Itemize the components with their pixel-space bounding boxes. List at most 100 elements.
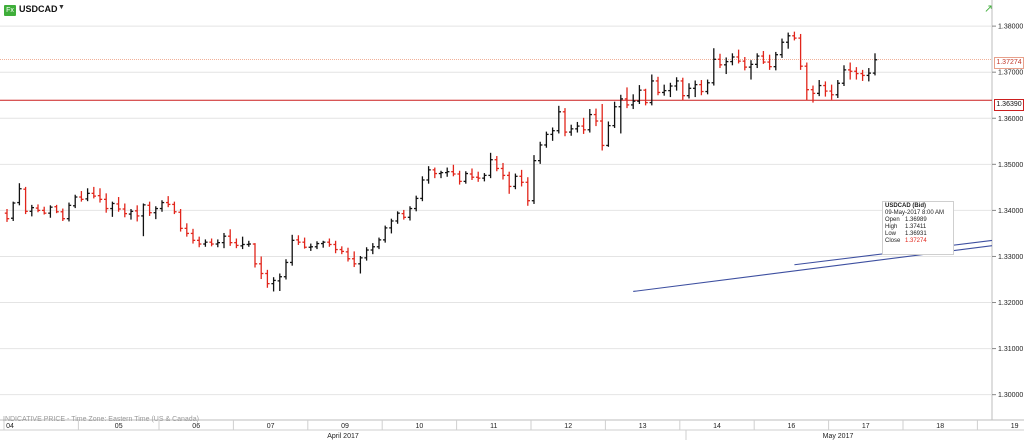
chevron-down-icon[interactable]: ▼ xyxy=(58,4,65,11)
ohlc-bar[interactable] xyxy=(401,209,406,220)
ohlc-bar[interactable] xyxy=(699,80,704,96)
ohlc-bar[interactable] xyxy=(500,162,506,180)
ohlc-bar[interactable] xyxy=(228,229,233,246)
ohlc-bar[interactable] xyxy=(259,256,264,280)
ohlc-bar[interactable] xyxy=(531,155,537,204)
ohlc-bar[interactable] xyxy=(178,209,183,232)
ohlc-bar[interactable] xyxy=(128,209,134,220)
ohlc-bar[interactable] xyxy=(476,171,481,182)
ohlc-bar[interactable] xyxy=(538,141,543,164)
ohlc-bar[interactable] xyxy=(767,54,772,70)
ohlc-bar[interactable] xyxy=(463,171,468,184)
ohlc-bar[interactable] xyxy=(314,241,320,250)
ohlc-bar[interactable] xyxy=(234,238,239,249)
ohlc-bar[interactable] xyxy=(866,68,871,82)
ohlc-bar[interactable] xyxy=(35,204,41,213)
ohlc-bar[interactable] xyxy=(203,239,208,247)
ohlc-bar[interactable] xyxy=(724,57,729,75)
ohlc-bar[interactable] xyxy=(290,234,295,266)
ohlc-bar[interactable] xyxy=(631,94,636,110)
ohlc-bar[interactable] xyxy=(686,83,692,99)
ohlc-bar[interactable] xyxy=(618,94,623,134)
ohlc-bar[interactable] xyxy=(166,196,171,208)
ohlc-bar[interactable] xyxy=(779,38,785,58)
ohlc-bar[interactable] xyxy=(54,204,59,214)
symbol-selector[interactable]: USDCAD xyxy=(19,4,58,14)
ohlc-bar[interactable] xyxy=(302,237,307,249)
ohlc-bar[interactable] xyxy=(321,240,326,248)
ohlc-bar[interactable] xyxy=(550,127,555,141)
ohlc-bar[interactable] xyxy=(829,84,834,100)
ohlc-bar[interactable] xyxy=(835,80,840,98)
ohlc-bar[interactable] xyxy=(91,186,96,199)
ohlc-bar[interactable] xyxy=(507,171,512,194)
ohlc-bar[interactable] xyxy=(786,32,791,49)
ohlc-bar[interactable] xyxy=(42,206,47,215)
ohlc-bar[interactable] xyxy=(110,201,115,217)
ohlc-bar[interactable] xyxy=(426,166,431,184)
ohlc-bar[interactable] xyxy=(414,195,419,212)
ohlc-bar[interactable] xyxy=(308,243,313,251)
ohlc-bar[interactable] xyxy=(48,205,53,218)
ohlc-bar[interactable] xyxy=(705,79,710,95)
ohlc-bar[interactable] xyxy=(215,239,220,248)
ohlc-bar[interactable] xyxy=(612,101,617,128)
ohlc-bar[interactable] xyxy=(190,228,196,244)
ohlc-bar[interactable] xyxy=(748,60,754,80)
ohlc-bar[interactable] xyxy=(153,206,158,220)
ohlc-bar[interactable] xyxy=(339,246,344,255)
ohlc-bar[interactable] xyxy=(711,48,716,86)
ohlc-bar[interactable] xyxy=(680,77,685,101)
ohlc-bar[interactable] xyxy=(246,240,251,247)
ohlc-bar[interactable] xyxy=(370,243,375,255)
ohlc-bar[interactable] xyxy=(376,237,382,250)
ohlc-bar[interactable] xyxy=(85,188,90,202)
ohlc-bar[interactable] xyxy=(358,256,363,274)
ohlc-bar[interactable] xyxy=(736,49,741,64)
ohlc-bar[interactable] xyxy=(810,85,816,103)
ohlc-bar[interactable] xyxy=(457,170,462,185)
ohlc-bar[interactable] xyxy=(159,200,165,212)
ohlc-bar[interactable] xyxy=(742,56,747,71)
ohlc-bar[interactable] xyxy=(277,273,282,292)
ohlc-bar[interactable] xyxy=(364,247,369,261)
ohlc-bar[interactable] xyxy=(655,76,661,96)
ohlc-bar[interactable] xyxy=(792,31,797,41)
ohlc-bar[interactable] xyxy=(221,232,227,249)
ohlc-bar[interactable] xyxy=(407,206,413,221)
ohlc-bar[interactable] xyxy=(860,69,865,81)
ohlc-bar[interactable] xyxy=(624,87,630,109)
ohlc-bar[interactable] xyxy=(296,235,301,245)
ohlc-bar[interactable] xyxy=(252,243,258,268)
ohlc-bar[interactable] xyxy=(798,33,803,70)
ohlc-bar[interactable] xyxy=(587,109,592,133)
ohlc-bar[interactable] xyxy=(29,204,34,217)
ohlc-bar[interactable] xyxy=(662,84,667,96)
ohlc-bar[interactable] xyxy=(17,183,22,206)
ohlc-bar[interactable] xyxy=(848,62,853,80)
ohlc-bar[interactable] xyxy=(575,121,580,133)
ohlc-bar[interactable] xyxy=(674,77,679,91)
ohlc-bar[interactable] xyxy=(823,81,828,97)
ohlc-bar[interactable] xyxy=(265,269,270,288)
ohlc-bar[interactable] xyxy=(730,53,735,66)
ohlc-bar[interactable] xyxy=(197,236,202,248)
ohlc-bar[interactable] xyxy=(513,173,518,190)
ohlc-bar[interactable] xyxy=(488,152,493,179)
ohlc-bar[interactable] xyxy=(817,80,822,97)
ohlc-bar[interactable] xyxy=(327,238,332,247)
ohlc-bar[interactable] xyxy=(761,51,766,64)
signal-icon[interactable]: ↗ xyxy=(984,3,994,15)
ohlc-bar[interactable] xyxy=(240,236,245,250)
ohlc-bar[interactable] xyxy=(172,201,177,215)
ohlc-bar[interactable] xyxy=(395,211,400,224)
ohlc-bar[interactable] xyxy=(581,117,586,134)
ohlc-bar[interactable] xyxy=(556,105,561,134)
ohlc-bar[interactable] xyxy=(432,167,437,179)
ohlc-bar[interactable] xyxy=(135,205,140,222)
ohlc-bar[interactable] xyxy=(494,156,499,172)
ohlc-bar[interactable] xyxy=(544,131,549,148)
ohlc-bar[interactable] xyxy=(352,251,357,268)
ohlc-bar[interactable] xyxy=(606,121,611,147)
